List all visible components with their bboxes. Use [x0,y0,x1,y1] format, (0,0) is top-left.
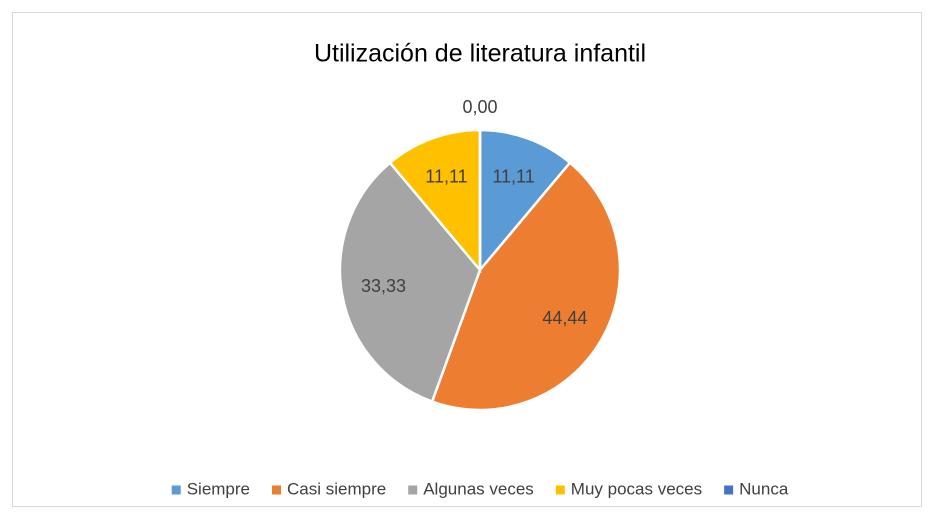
data-label: 33,33 [361,276,406,296]
legend-marker [408,485,418,495]
pie-slice [338,160,482,404]
legend-marker [272,485,282,495]
legend-marker [555,485,565,495]
legend-marker [724,485,734,495]
pie-slice [478,128,572,274]
data-label: 11,11 [492,167,534,187]
pie-slice [388,128,482,274]
data-label: 0,00 [462,97,497,117]
legend-marker [171,485,181,495]
chart-title: Utilización de literatura infantil [314,40,646,68]
data-label: 44,44 [542,308,587,328]
pie-slice [430,160,622,412]
data-label: 11,11 [425,167,467,187]
legend-label: Algunas veces [423,479,534,498]
legend-label: Siempre [187,479,250,498]
legend-label: Nunca [739,479,789,498]
legend-label: Casi siempre [287,479,386,498]
legend-label: Muy pocas veces [571,479,702,498]
